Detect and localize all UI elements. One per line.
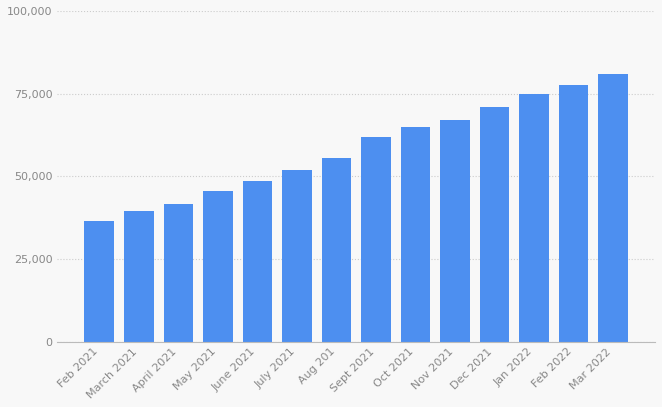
- Bar: [480, 107, 509, 341]
- Bar: [164, 204, 193, 341]
- Bar: [203, 191, 232, 341]
- Bar: [361, 137, 391, 341]
- Bar: [282, 170, 312, 341]
- Bar: [401, 127, 430, 341]
- Bar: [519, 94, 549, 341]
- Bar: [242, 181, 272, 341]
- Bar: [124, 211, 154, 341]
- Bar: [322, 158, 352, 341]
- Bar: [440, 120, 470, 341]
- Bar: [598, 74, 628, 341]
- Bar: [85, 221, 114, 341]
- Bar: [559, 85, 589, 341]
